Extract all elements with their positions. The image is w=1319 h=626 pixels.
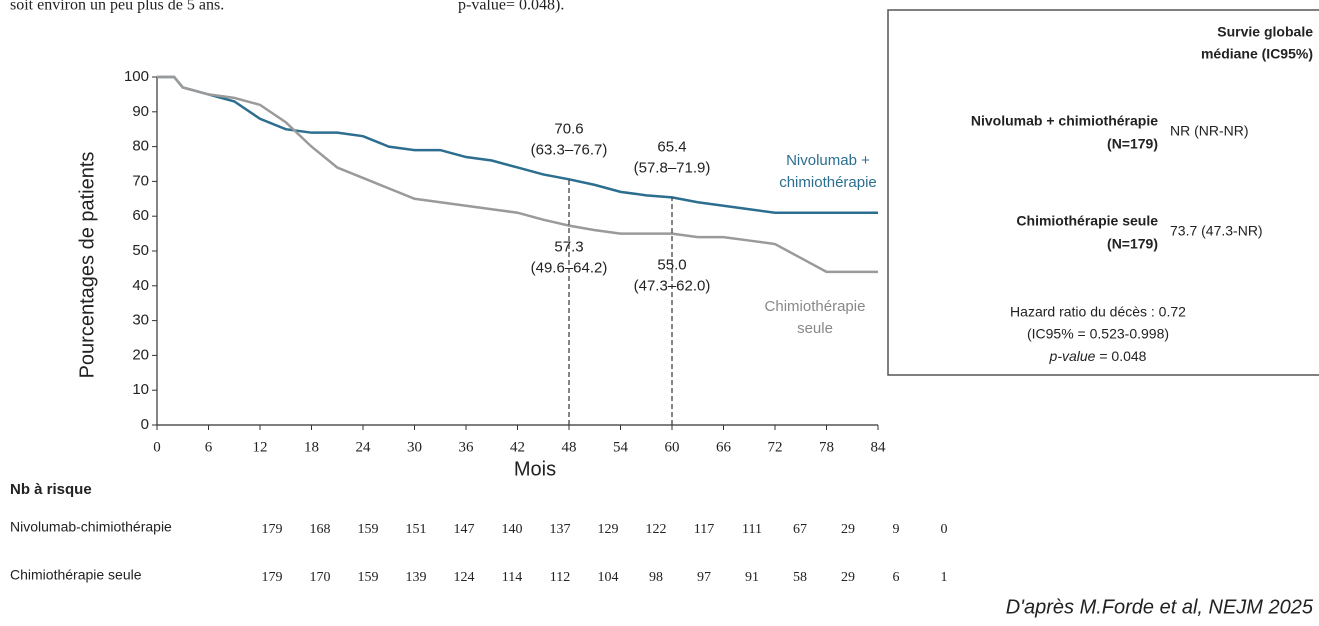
y-tick-label: 20 [132,346,149,363]
risk-value: 67 [793,522,807,537]
risk-value: 168 [310,522,331,537]
annotation-ci: (49.6–64.2) [531,260,608,277]
y-tick-label: 70 [132,172,149,189]
annotation-ci: (47.3–62.0) [634,278,711,295]
x-axis-label: Mois [514,458,556,480]
x-tick-label: 18 [304,439,319,455]
intro-text: p-value= 0.048). [458,0,564,14]
x-tick-label: 78 [819,439,834,455]
y-tick-label: 10 [132,381,149,398]
box-header: médiane (IC95%) [1201,46,1313,62]
summary-box [887,9,1319,376]
risk-label: Chimiothérapie seule [10,567,142,583]
series-line [157,75,878,274]
annotation-value: 57.3 [554,239,583,256]
risk-value: 29 [841,522,855,537]
risk-value: 159 [358,522,379,537]
p-value: p-value = 0.048 [1049,348,1147,364]
risk-value: 117 [694,522,714,537]
x-tick-label: 24 [356,439,372,455]
x-tick-label: 12 [253,439,268,455]
box-header: Survie globale [1217,24,1313,40]
risk-value: 179 [262,522,283,537]
x-tick-label: 30 [407,439,422,455]
x-tick-label: 54 [613,439,629,455]
series-label: Chimiothérapie seule [764,298,866,337]
risk-value: 140 [502,522,523,537]
risk-value: 91 [745,570,759,585]
row-label: Nivolumab + chimiothérapie [971,113,1158,129]
annotation-value: 65.4 [657,138,686,155]
y-tick-label: 100 [124,68,149,85]
risk-value: 104 [598,570,619,585]
annotation-ci: (57.8–71.9) [634,159,711,176]
annotation-value: 70.6 [554,120,583,137]
risk-value: 159 [358,570,379,585]
p-label: p-value [1049,348,1096,364]
x-tick-label: 66 [716,439,732,455]
box-footer: Hazard ratio du décès : 0.72 [1010,304,1186,320]
risk-value: 122 [646,522,667,537]
risk-value: 97 [697,570,711,585]
x-tick-label: 6 [205,439,213,455]
y-tick-label: 0 [141,416,149,433]
risk-value: 124 [454,570,475,585]
risk-value: 1 [941,570,948,585]
y-tick-label: 90 [132,103,149,120]
risk-value: 129 [598,522,619,537]
risk-value: 147 [454,522,475,537]
y-tick-label: 60 [132,207,149,224]
row-n: (N=179) [1107,136,1158,152]
risk-value: 58 [793,570,807,585]
risk-value: 114 [502,570,522,585]
series-line [157,75,878,214]
annotation-ci: (63.3–76.7) [531,141,608,158]
y-tick-label: 30 [132,312,149,329]
risk-label: Nivolumab-chimiothérapie [10,519,172,535]
x-tick-label: 60 [665,439,680,455]
y-tick-label: 80 [132,138,149,155]
risk-value: 29 [841,570,855,585]
risk-value: 6 [893,570,900,585]
y-tick-label: 40 [132,277,149,294]
risk-value: 0 [941,522,948,537]
y-axis-label: Pourcentages de patients [76,152,98,379]
y-tick-label: 50 [132,242,149,259]
x-tick-label: 0 [153,439,161,455]
intro-text: soit environ un peu plus de 5 ans. [10,0,224,14]
x-tick-label: 72 [768,439,783,455]
x-tick-label: 42 [510,439,525,455]
box-footer: (IC95% = 0.523-0.998) [1027,326,1169,342]
risk-value: 112 [550,570,570,585]
risk-value: 9 [893,522,900,537]
row-value: NR (NR-NR) [1170,123,1249,139]
annotation-value: 55.0 [657,257,686,274]
row-value: 73.7 (47.3-NR) [1170,223,1263,239]
risk-value: 111 [742,522,762,537]
risk-value: 139 [406,570,427,585]
row-n: (N=179) [1107,236,1158,252]
series-label: Nivolumab + chimiothérapie [779,152,877,191]
risk-value: 137 [550,522,571,537]
risk-title: Nb à risque [10,481,92,498]
p-number: = 0.048 [1099,348,1146,364]
risk-value: 170 [310,570,331,585]
x-tick-label: 48 [562,439,577,455]
row-label: Chimiothérapie seule [1016,213,1158,229]
x-tick-label: 36 [459,439,475,455]
source: D'après M.Forde et al, NEJM 2025 [1006,596,1314,618]
risk-value: 179 [262,570,283,585]
risk-value: 98 [649,570,663,585]
x-tick-label: 84 [871,439,887,455]
risk-value: 151 [406,522,427,537]
